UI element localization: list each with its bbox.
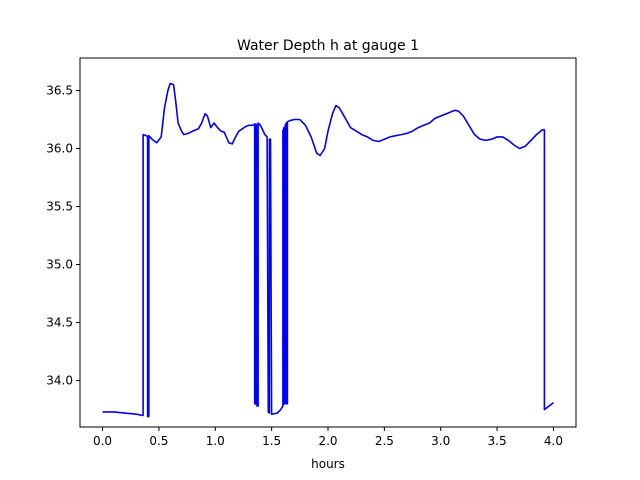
series-line: [102, 82, 554, 418]
plot-frame: [79, 57, 577, 428]
y-tick-label: 36.0: [46, 142, 73, 156]
chart-title: Water Depth h at gauge 1: [237, 38, 419, 54]
y-axis-ticks: 34.0 34.5 35.0 35.5 36.0 36.5: [46, 83, 80, 388]
y-tick-label: 35.0: [46, 258, 73, 272]
x-tick-label: 3.5: [488, 434, 507, 448]
y-tick-label: 35.5: [46, 200, 73, 214]
x-tick-label: 0.5: [149, 434, 168, 448]
x-tick-label: 1.5: [262, 434, 281, 448]
x-tick-label: 3.0: [431, 434, 450, 448]
x-axis-label: hours: [311, 457, 345, 471]
x-tick-label: 1.0: [206, 434, 225, 448]
x-tick-label: 4.0: [544, 434, 563, 448]
y-tick-label: 34.0: [46, 374, 73, 388]
plot-area: [102, 82, 554, 418]
x-tick-label: 0.0: [93, 434, 112, 448]
y-tick-label: 36.5: [46, 83, 73, 97]
x-tick-label: 2.0: [318, 434, 337, 448]
x-axis-ticks: 0.0 0.5 1.0 1.5 2.0 2.5 3.0 3.5 4.0: [93, 427, 563, 448]
y-tick-label: 34.5: [46, 316, 73, 330]
x-tick-label: 2.5: [375, 434, 394, 448]
